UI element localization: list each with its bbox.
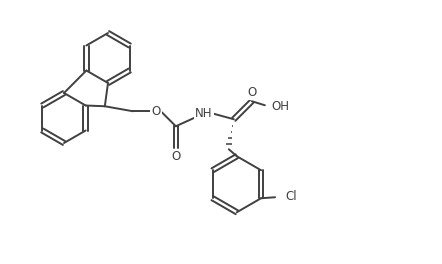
Text: NH: NH (195, 107, 213, 120)
Text: Cl: Cl (285, 190, 297, 203)
Text: O: O (151, 105, 160, 118)
Text: O: O (247, 86, 256, 99)
Text: OH: OH (272, 100, 290, 113)
Text: O: O (171, 150, 180, 163)
